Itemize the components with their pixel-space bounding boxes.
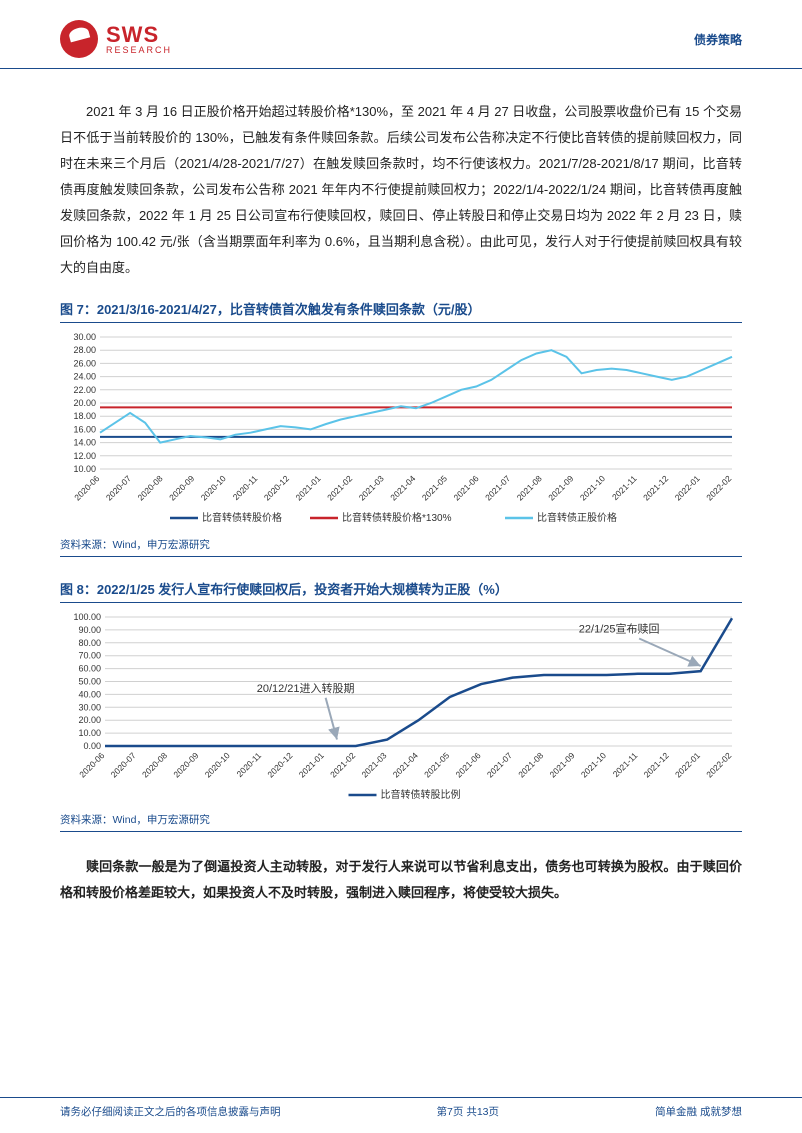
svg-text:40.00: 40.00 [78,689,101,699]
page-footer: 请务必仔细阅读正文之后的各项信息披露与声明 第7页 共13页 简单金融 成就梦想 [0,1097,802,1119]
chart8: 0.00 10.00 20.00 30.00 40.00 50.00 60.00 70.00 8… [60,609,742,804]
svg-text:2021-11: 2021-11 [611,750,640,779]
svg-text:比音转债转股比例: 比音转债转股比例 [381,788,461,801]
svg-text:30.00: 30.00 [78,702,101,712]
svg-text:2020-07: 2020-07 [109,750,138,779]
svg-text:2022-02: 2022-02 [704,473,733,502]
svg-text:2020-06: 2020-06 [77,750,106,779]
svg-text:2021-05: 2021-05 [422,750,451,779]
svg-text:2020-08: 2020-08 [140,750,169,779]
svg-text:2021-10: 2021-10 [578,473,607,502]
svg-text:20.00: 20.00 [78,715,101,725]
svg-text:2020-10: 2020-10 [203,750,232,779]
svg-text:26.00: 26.00 [73,358,96,368]
svg-text:2021-10: 2021-10 [579,750,608,779]
svg-text:12.00: 12.00 [73,451,96,461]
svg-text:2021-08: 2021-08 [516,750,545,779]
svg-text:2021-06: 2021-06 [451,473,480,502]
doc-category: 债券策略 [694,31,742,48]
page-header: SWS RESEARCH 债券策略 [0,0,802,69]
svg-text:100.00: 100.00 [73,612,101,622]
chart8-source: 资料来源：Wind，申万宏源研究 [60,808,742,832]
footer-right: 简单金融 成就梦想 [655,1104,742,1119]
svg-text:80.00: 80.00 [78,638,101,648]
svg-text:比音转债转股价格: 比音转债转股价格 [202,511,282,524]
svg-text:28.00: 28.00 [73,345,96,355]
svg-text:2020-12: 2020-12 [262,473,291,502]
svg-text:2020-10: 2020-10 [199,473,228,502]
svg-text:比音转债正股价格: 比音转债正股价格 [537,511,617,524]
svg-text:0.00: 0.00 [83,741,101,751]
svg-text:2021-05: 2021-05 [420,473,449,502]
svg-text:2021-09: 2021-09 [546,473,575,502]
svg-text:2021-12: 2021-12 [642,750,671,779]
logo-sub: RESEARCH [106,46,172,55]
chart7: 10.00 12.00 14.00 16.00 18.00 20.00 22.00 24.00… [60,329,742,529]
footer-center: 第7页 共13页 [437,1104,499,1119]
svg-text:2022-01: 2022-01 [673,473,702,502]
paragraph-2: 赎回条款一般是为了倒逼投资人主动转股，对于发行人来说可以节省利息支出，债务也可转… [60,854,742,906]
svg-text:2021-04: 2021-04 [391,750,420,779]
svg-text:2021-03: 2021-03 [359,750,388,779]
svg-text:70.00: 70.00 [78,651,101,661]
chart7-title: 图 7：2021/3/16-2021/4/27，比音转债首次触发有条件赎回条款（… [60,299,742,323]
svg-text:22/1/25宣布赎回: 22/1/25宣布赎回 [579,621,660,635]
paragraph-1: 2021 年 3 月 16 日正股价格开始超过转股价格*130%，至 2021 … [60,99,742,281]
svg-text:比音转债转股价格*130%: 比音转债转股价格*130% [342,511,452,524]
svg-text:30.00: 30.00 [73,332,96,342]
svg-text:16.00: 16.00 [73,424,96,434]
svg-text:2020-09: 2020-09 [171,750,200,779]
svg-text:2021-02: 2021-02 [328,750,357,779]
svg-text:2021-11: 2021-11 [610,473,639,502]
svg-text:2021-07: 2021-07 [483,473,512,502]
svg-text:60.00: 60.00 [78,664,101,674]
svg-text:2021-03: 2021-03 [357,473,386,502]
chart8-svg: 0.00 10.00 20.00 30.00 40.00 50.00 60.00 70.00 8… [60,609,742,804]
svg-text:10.00: 10.00 [73,464,96,474]
svg-text:2020-11: 2020-11 [231,473,260,502]
chart7-source: 资料来源：Wind，申万宏源研究 [60,533,742,557]
logo-main: SWS [106,24,172,46]
chart8-title: 图 8：2022/1/25 发行人宣布行使赎回权后，投资者开始大规模转为正股（%… [60,579,742,603]
logo-text: SWS RESEARCH [106,24,172,55]
svg-text:14.00: 14.00 [73,438,96,448]
svg-text:2020-07: 2020-07 [104,473,133,502]
svg-text:20/12/21进入转股期: 20/12/21进入转股期 [257,681,355,695]
svg-text:24.00: 24.00 [73,372,96,382]
svg-text:22.00: 22.00 [73,385,96,395]
footer-left: 请务必仔细阅读正文之后的各项信息披露与声明 [60,1104,281,1119]
svg-text:2020-06: 2020-06 [72,473,101,502]
svg-text:10.00: 10.00 [78,728,101,738]
svg-text:2022-01: 2022-01 [673,750,702,779]
svg-text:2021-01: 2021-01 [297,750,326,779]
logo: SWS RESEARCH [60,20,172,58]
svg-text:90.00: 90.00 [78,625,101,635]
svg-text:20.00: 20.00 [73,398,96,408]
svg-text:2021-06: 2021-06 [453,750,482,779]
svg-text:2021-09: 2021-09 [548,750,577,779]
svg-text:2020-11: 2020-11 [234,750,263,779]
sws-logo-icon [60,20,98,58]
svg-text:2021-08: 2021-08 [515,473,544,502]
svg-text:18.00: 18.00 [73,411,96,421]
chart7-svg: 10.00 12.00 14.00 16.00 18.00 20.00 22.00 24.00… [60,329,742,529]
svg-text:2020-12: 2020-12 [265,750,294,779]
content-area: 2021 年 3 月 16 日正股价格开始超过转股价格*130%，至 2021 … [0,69,802,906]
svg-text:2021-01: 2021-01 [293,473,322,502]
svg-text:2021-07: 2021-07 [485,750,514,779]
svg-text:2021-02: 2021-02 [325,473,354,502]
svg-text:2020-08: 2020-08 [135,473,164,502]
svg-text:2021-04: 2021-04 [388,473,417,502]
svg-text:2021-12: 2021-12 [641,473,670,502]
svg-text:2022-02: 2022-02 [704,750,733,779]
svg-text:2020-09: 2020-09 [167,473,196,502]
svg-text:50.00: 50.00 [78,677,101,687]
